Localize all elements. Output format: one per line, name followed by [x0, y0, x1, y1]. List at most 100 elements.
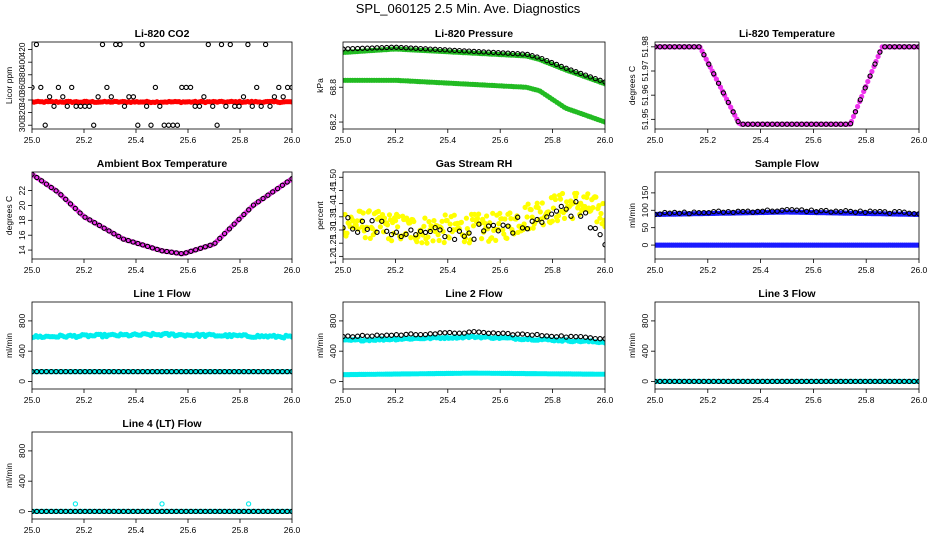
- data-point: [120, 508, 127, 515]
- y-axis-label: ml/min: [627, 333, 637, 358]
- data-point: [564, 199, 570, 205]
- data-point: [425, 234, 431, 240]
- x-tick-label: 25.0: [335, 135, 352, 145]
- data-point: [490, 222, 497, 229]
- data-point: [725, 208, 731, 215]
- data-point: [67, 508, 74, 515]
- data-point: [205, 42, 211, 48]
- data-point: [212, 508, 218, 515]
- data-point: [882, 209, 888, 215]
- data-point: [360, 210, 366, 216]
- x-tick-label: 25.2: [700, 395, 717, 405]
- data-point: [720, 90, 727, 96]
- data-point: [82, 103, 88, 109]
- x-tick-label: 25.8: [232, 135, 249, 145]
- data-point: [274, 368, 281, 375]
- data-point: [808, 207, 815, 213]
- data-point: [202, 244, 208, 250]
- data-point: [140, 508, 146, 515]
- data-point: [896, 208, 903, 215]
- data-point: [422, 229, 429, 236]
- data-point: [813, 121, 819, 127]
- data-point: [260, 195, 266, 202]
- data-point: [602, 242, 605, 248]
- data-point: [818, 121, 824, 127]
- data-point: [369, 218, 375, 224]
- data-point: [539, 200, 545, 206]
- data-point: [111, 508, 117, 515]
- data-point: [764, 121, 771, 127]
- y-tick-label: 100: [640, 203, 650, 217]
- data-point: [226, 508, 233, 515]
- data-point: [602, 371, 605, 377]
- data-point: [413, 332, 419, 338]
- data-point: [130, 368, 136, 375]
- data-point: [221, 508, 228, 515]
- data-point: [249, 103, 255, 109]
- y-axis-label: ml/min: [4, 333, 14, 358]
- data-point: [667, 210, 673, 216]
- x-tick-label: 25.4: [128, 395, 145, 405]
- data-point: [524, 331, 531, 338]
- y-axis-label: degrees C: [4, 196, 14, 235]
- data-point: [476, 211, 482, 217]
- series-rh_ave: [343, 199, 605, 248]
- data-point: [901, 44, 907, 50]
- data-point: [833, 121, 839, 127]
- y-axis-label: percent: [315, 201, 325, 230]
- data-point: [524, 226, 531, 232]
- data-point: [852, 209, 859, 215]
- data-point: [67, 201, 74, 207]
- x-tick-label: 25.2: [76, 525, 93, 535]
- data-point: [482, 220, 488, 226]
- data-point: [43, 368, 50, 375]
- data-point: [193, 368, 199, 375]
- data-point: [250, 508, 257, 515]
- data-point: [681, 378, 687, 385]
- data-point: [602, 119, 605, 125]
- data-point: [436, 237, 442, 244]
- data-point: [906, 44, 912, 50]
- data-point: [183, 250, 189, 256]
- y-tick-label: 800: [17, 314, 27, 328]
- data-point: [396, 213, 402, 220]
- data-point: [63, 508, 69, 515]
- data-point: [408, 235, 414, 241]
- x-tick-label: 25.2: [76, 265, 93, 275]
- data-point: [207, 368, 213, 375]
- data-point: [255, 199, 261, 205]
- figure-title: SPL_060125 2.5 Min. Ave. Diagnostics: [355, 1, 581, 16]
- data-point: [398, 233, 404, 240]
- data-point: [496, 221, 502, 227]
- data-point: [270, 189, 276, 195]
- x-tick-label: 25.4: [752, 135, 769, 145]
- data-point: [728, 104, 734, 110]
- data-point: [769, 121, 775, 127]
- x-tick-label: 25.0: [24, 135, 41, 145]
- data-point: [833, 208, 839, 214]
- data-point: [447, 221, 453, 227]
- data-point: [578, 333, 584, 340]
- y-tick-label: 0: [17, 379, 27, 384]
- x-tick-label: 25.8: [544, 135, 561, 145]
- data-point: [507, 210, 513, 216]
- x-tick-label: 25.2: [76, 135, 93, 145]
- data-point: [271, 94, 278, 100]
- data-point: [125, 368, 131, 375]
- data-point: [417, 331, 424, 338]
- data-point: [578, 70, 584, 77]
- data-point: [403, 231, 409, 237]
- y-tick-label: 400: [17, 474, 27, 488]
- x-tick-label: 25.6: [180, 525, 197, 535]
- data-point: [896, 378, 903, 385]
- data-point: [161, 122, 167, 128]
- data-point: [582, 334, 589, 340]
- data-point: [828, 121, 834, 127]
- data-point: [524, 51, 531, 58]
- x-tick-label: 25.0: [335, 265, 352, 275]
- data-point: [284, 368, 290, 375]
- x-tick-label: 25.2: [387, 135, 404, 145]
- data-point: [554, 218, 561, 224]
- y-tick-label: 18: [17, 215, 27, 225]
